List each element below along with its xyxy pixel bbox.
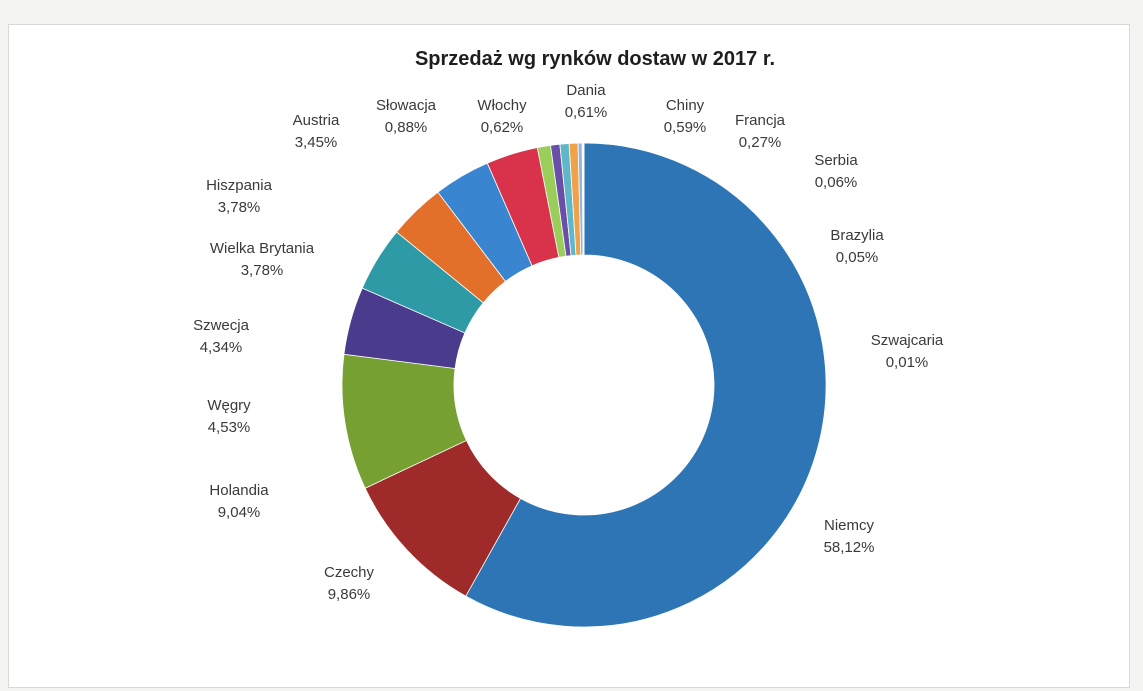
slices-group <box>341 142 827 628</box>
data-label-wlochy: Włochy 0,62% <box>477 97 527 136</box>
doughnut-chart: Sprzedaż wg rynków dostaw w 2017 r. Niem… <box>193 48 944 628</box>
data-label-dania: Dania 0,61% <box>565 82 608 121</box>
data-label-wegry: Węgry 4,53% <box>207 397 251 436</box>
labels-group: Niemcy 58,12% Czechy 9,86% Holandia 9,04% Węgr… <box>193 82 944 603</box>
data-label-szwajcaria: Szwajcaria 0,01% <box>871 332 944 371</box>
data-label-chiny: Chiny 0,59% <box>664 97 707 136</box>
data-label-wielka-brytania: Wielka Brytania 3,78% <box>210 240 315 279</box>
data-label-holandia: Holandia 9,04% <box>209 482 269 521</box>
data-label-austria: Austria 3,45% <box>293 112 340 151</box>
data-label-brazylia: Brazylia 0,05% <box>830 227 884 266</box>
data-label-francja: Francja 0,27% <box>735 112 786 151</box>
slice-niemcy <box>465 142 827 628</box>
data-label-szwecja: Szwecja 4,34% <box>193 317 250 356</box>
data-label-czechy: Czechy 9,86% <box>324 564 375 603</box>
data-label-niemcy: Niemcy 58,12% <box>824 517 875 556</box>
chart-area: Sprzedaż wg rynków dostaw w 2017 r. Niem… <box>8 24 1130 688</box>
data-label-hiszpania: Hiszpania 3,78% <box>206 177 273 216</box>
chart-title: Sprzedaż wg rynków dostaw w 2017 r. <box>415 48 775 70</box>
data-label-slowacja: Słowacja 0,88% <box>376 97 437 136</box>
data-label-serbia: Serbia 0,06% <box>814 152 858 191</box>
